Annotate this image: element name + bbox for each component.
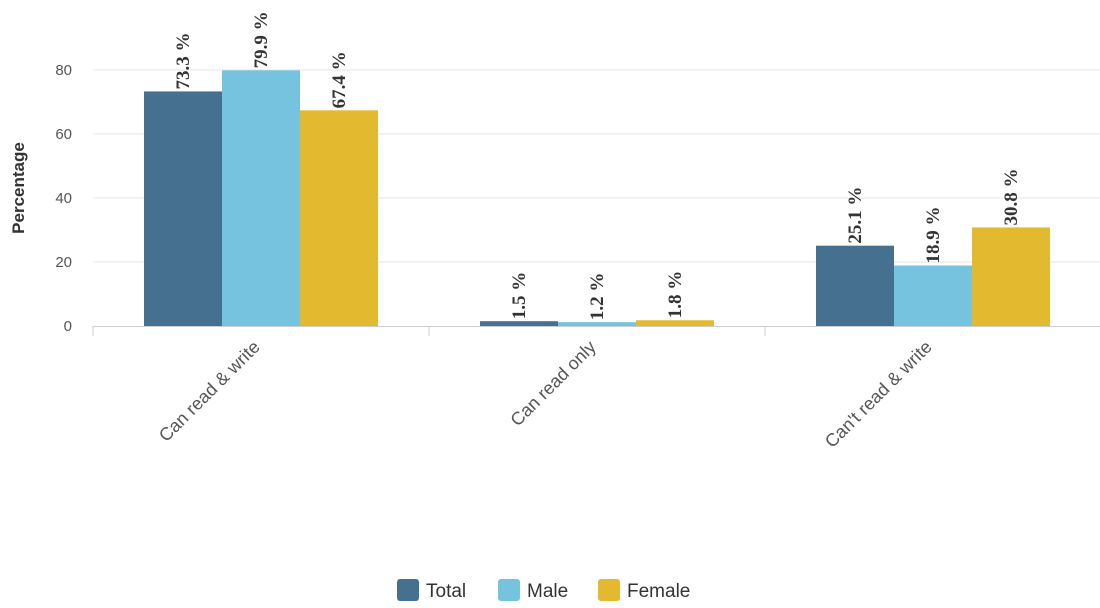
x-category-label: Can't read & write <box>821 337 936 452</box>
bars <box>144 70 1050 326</box>
legend-swatch <box>598 579 620 601</box>
bar-female <box>636 320 714 326</box>
y-tick-label: 40 <box>55 190 72 207</box>
legend-label: Female <box>627 581 690 602</box>
bar-female <box>300 110 378 326</box>
data-labels: 73.3 % 79.9 % 67.4 % 1.5 % 1.2 % 1.8 % 25.1 % 1… <box>173 11 1022 320</box>
legend-item-total[interactable]: Total <box>397 579 466 602</box>
y-tick-label: 20 <box>55 254 72 271</box>
x-category-label: Can read & write <box>155 337 264 446</box>
data-label: 79.9 % <box>251 11 272 68</box>
bar-male <box>558 322 636 326</box>
y-tick-label: 80 <box>55 62 72 79</box>
legend-item-female[interactable]: Female <box>598 579 690 602</box>
data-label: 1.8 % <box>665 271 686 319</box>
data-label: 1.2 % <box>587 273 608 321</box>
legend-label: Total <box>426 581 466 602</box>
legend-label: Male <box>527 581 568 602</box>
y-tick-label: 60 <box>55 126 72 143</box>
data-label: 30.8 % <box>1001 168 1022 225</box>
legend: Total Male Female <box>397 579 690 602</box>
data-label: 67.4 % <box>329 51 350 108</box>
bar-total <box>144 91 222 326</box>
legend-swatch <box>397 579 419 601</box>
x-axis-category-labels: Can read & write Can read only Can't read … <box>155 337 936 452</box>
data-label: 73.3 % <box>173 32 194 89</box>
y-axis-tick-labels: 0 20 40 60 80 <box>55 62 72 335</box>
legend-swatch <box>498 579 520 601</box>
bar-total <box>480 321 558 326</box>
y-tick-label: 0 <box>64 318 72 335</box>
x-category-label: Can read only <box>506 337 599 430</box>
data-label: 18.9 % <box>923 207 944 264</box>
data-label: 25.1 % <box>845 187 866 244</box>
bar-male <box>222 70 300 326</box>
bar-female <box>972 227 1050 326</box>
legend-item-male[interactable]: Male <box>498 579 568 602</box>
x-axis <box>92 326 1100 336</box>
y-axis-title: Percentage <box>9 142 28 234</box>
bar-total <box>816 245 894 326</box>
data-label: 1.5 % <box>509 272 530 320</box>
bar-male <box>894 265 972 326</box>
